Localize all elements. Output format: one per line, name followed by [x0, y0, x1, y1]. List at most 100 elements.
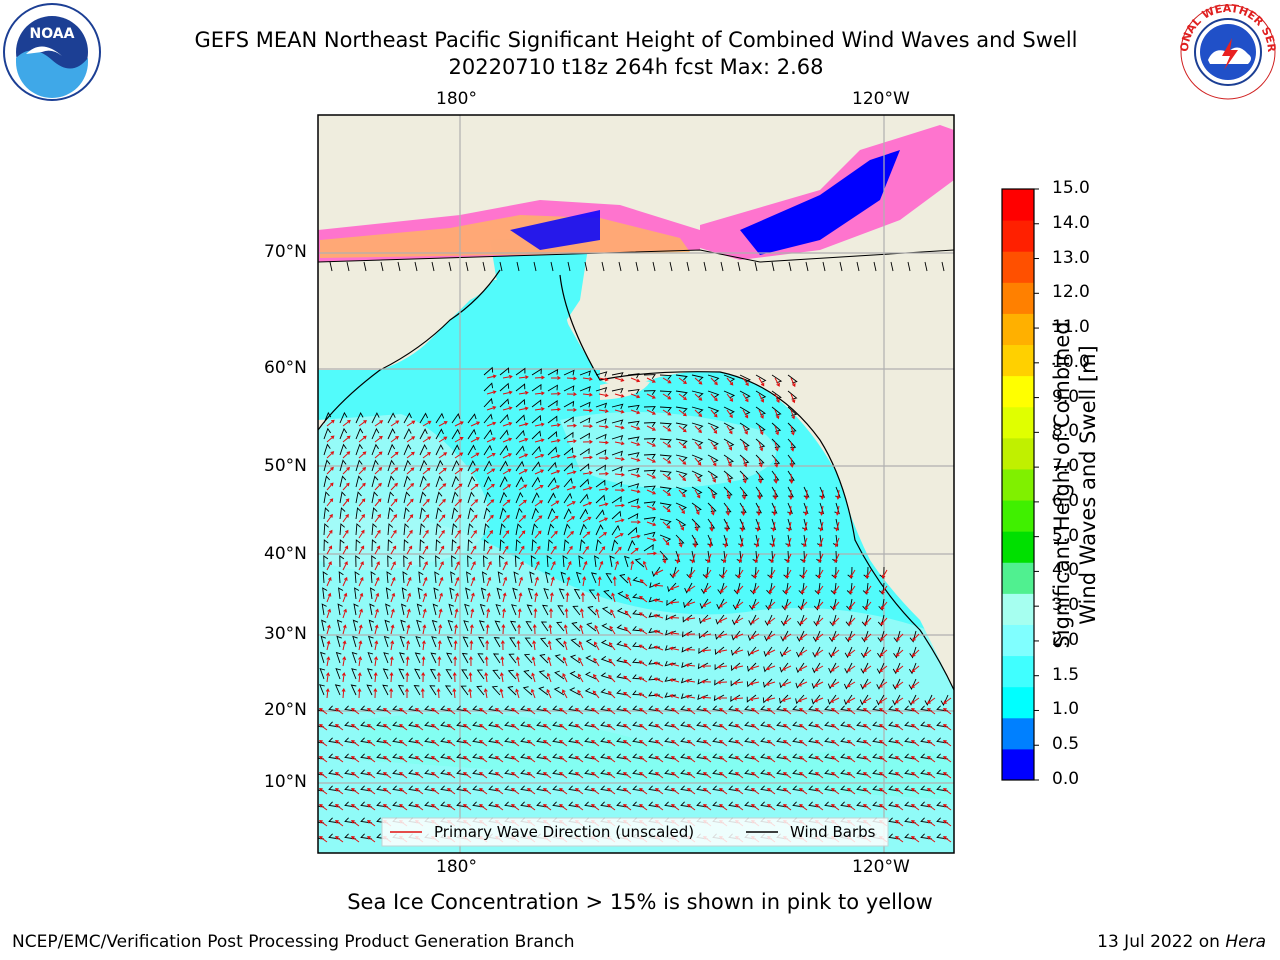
wave-direction-arrow: [879, 740, 888, 747]
wind-barb: [908, 662, 917, 675]
wave-direction-arrow: [694, 393, 703, 401]
wave-direction-arrow: [797, 697, 808, 703]
wind-barb: [387, 412, 396, 424]
wind-barb: [771, 390, 782, 400]
wave-direction-arrow: [662, 521, 671, 529]
wave-direction-arrow: [752, 585, 760, 594]
wind-barb: [627, 420, 640, 426]
wave-direction-arrow: [735, 804, 744, 811]
wind-barb: [515, 445, 525, 456]
wind-barb: [839, 261, 843, 272]
wind-barb: [367, 652, 374, 664]
wave-direction-arrow: [358, 640, 363, 651]
wave-direction-arrow: [374, 420, 384, 427]
wave-direction-arrow: [623, 788, 632, 795]
wave-direction-arrow: [502, 406, 513, 411]
wave-direction-arrow: [694, 457, 702, 466]
wave-direction-arrow: [879, 804, 888, 811]
wind-barb: [399, 652, 405, 664]
wind-barb: [595, 524, 604, 536]
wave-direction-arrow: [470, 608, 475, 619]
wave-direction-arrow: [319, 708, 328, 715]
wind-barb: [814, 582, 821, 595]
wave-direction-arrow: [630, 547, 639, 555]
wave-direction-arrows-layer: [319, 374, 952, 843]
colorbar-tick-label: 1.0: [1052, 699, 1080, 720]
colorbar-swatch: [1002, 531, 1034, 563]
wave-direction-arrow: [405, 656, 410, 667]
wave-direction-arrow: [516, 656, 520, 667]
wind-barb: [859, 694, 869, 706]
wave-direction-arrow: [740, 521, 745, 532]
wave-direction-arrow: [847, 772, 856, 779]
wave-direction-arrow: [835, 505, 840, 516]
wave-direction-arrow: [864, 617, 872, 626]
wind-barb: [531, 523, 538, 536]
wind-barb: [765, 598, 773, 611]
wind-barb: [547, 461, 557, 472]
colorbar-tick-label: 12.0: [1052, 282, 1090, 303]
footer-date: 13 Jul 2022 on Hera: [1097, 932, 1266, 952]
wave-direction-arrow: [518, 390, 529, 395]
wave-direction-arrow: [895, 740, 904, 747]
wind-barb: [643, 501, 656, 507]
wave-direction-arrow: [733, 649, 744, 654]
wave-direction-arrow: [582, 545, 589, 555]
wave-direction-arrow: [518, 515, 527, 523]
wave-direction-arrow: [534, 375, 545, 380]
wave-direction-arrow: [374, 467, 383, 475]
wind-barb: [691, 422, 704, 430]
wave-direction-arrow: [326, 624, 331, 635]
wind-barb: [323, 411, 332, 424]
wave-direction-arrow: [470, 576, 476, 587]
wave-direction-arrow: [675, 553, 680, 564]
wind-barb: [730, 678, 741, 687]
wave-direction-arrow: [749, 665, 760, 670]
wave-direction-arrow: [678, 409, 687, 417]
wave-direction-arrow: [518, 406, 529, 411]
wave-direction-arrow: [798, 649, 808, 656]
colorbar-tick-label: 4.0: [1052, 560, 1080, 581]
wave-direction-arrow: [431, 756, 440, 763]
wind-barb: [451, 507, 458, 520]
wave-direction-arrow: [453, 640, 458, 651]
wave-direction-arrow: [799, 804, 808, 811]
wave-direction-arrow: [662, 377, 672, 384]
wave-direction-arrow: [319, 820, 328, 827]
wind-barb: [539, 654, 549, 664]
wave-direction-arrow: [879, 788, 888, 795]
wave-direction-arrow: [326, 529, 333, 539]
wave-direction-arrow: [319, 804, 328, 811]
wind-barb: [323, 507, 330, 520]
wind-barb: [363, 261, 367, 272]
wind-barb: [499, 429, 509, 440]
colorbar-swatch: [1002, 437, 1034, 470]
wave-direction-arrow: [678, 489, 686, 498]
wave-direction-arrow: [863, 724, 872, 731]
wave-direction-arrow: [374, 482, 382, 491]
wave-direction-arrow: [703, 788, 712, 795]
wave-direction-arrow: [420, 688, 425, 699]
wave-direction-arrow: [671, 804, 680, 811]
wave-direction-arrow: [646, 409, 657, 415]
wave-direction-arrow: [646, 393, 656, 399]
wave-direction-arrow: [578, 657, 584, 667]
wave-direction-arrow: [390, 467, 399, 475]
wave-direction-arrow: [691, 553, 696, 564]
wave-direction-arrow: [527, 772, 536, 779]
wind-barb: [451, 523, 458, 536]
wind-barb: [813, 598, 821, 611]
wind-barb: [782, 582, 789, 595]
wind-barb: [461, 669, 469, 680]
wave-direction-arrow: [669, 662, 680, 667]
wind-barb: [563, 447, 574, 456]
wind-barb: [691, 374, 704, 382]
wave-direction-arrow: [717, 696, 727, 701]
colorbar-tick-label: 14.0: [1052, 212, 1090, 233]
wave-direction-arrow: [452, 688, 457, 699]
wind-barb: [335, 668, 342, 680]
wave-direction-arrow: [693, 537, 698, 548]
wind-barb: [447, 619, 454, 632]
wind-barb: [624, 555, 630, 568]
wave-direction-arrow: [563, 640, 568, 651]
